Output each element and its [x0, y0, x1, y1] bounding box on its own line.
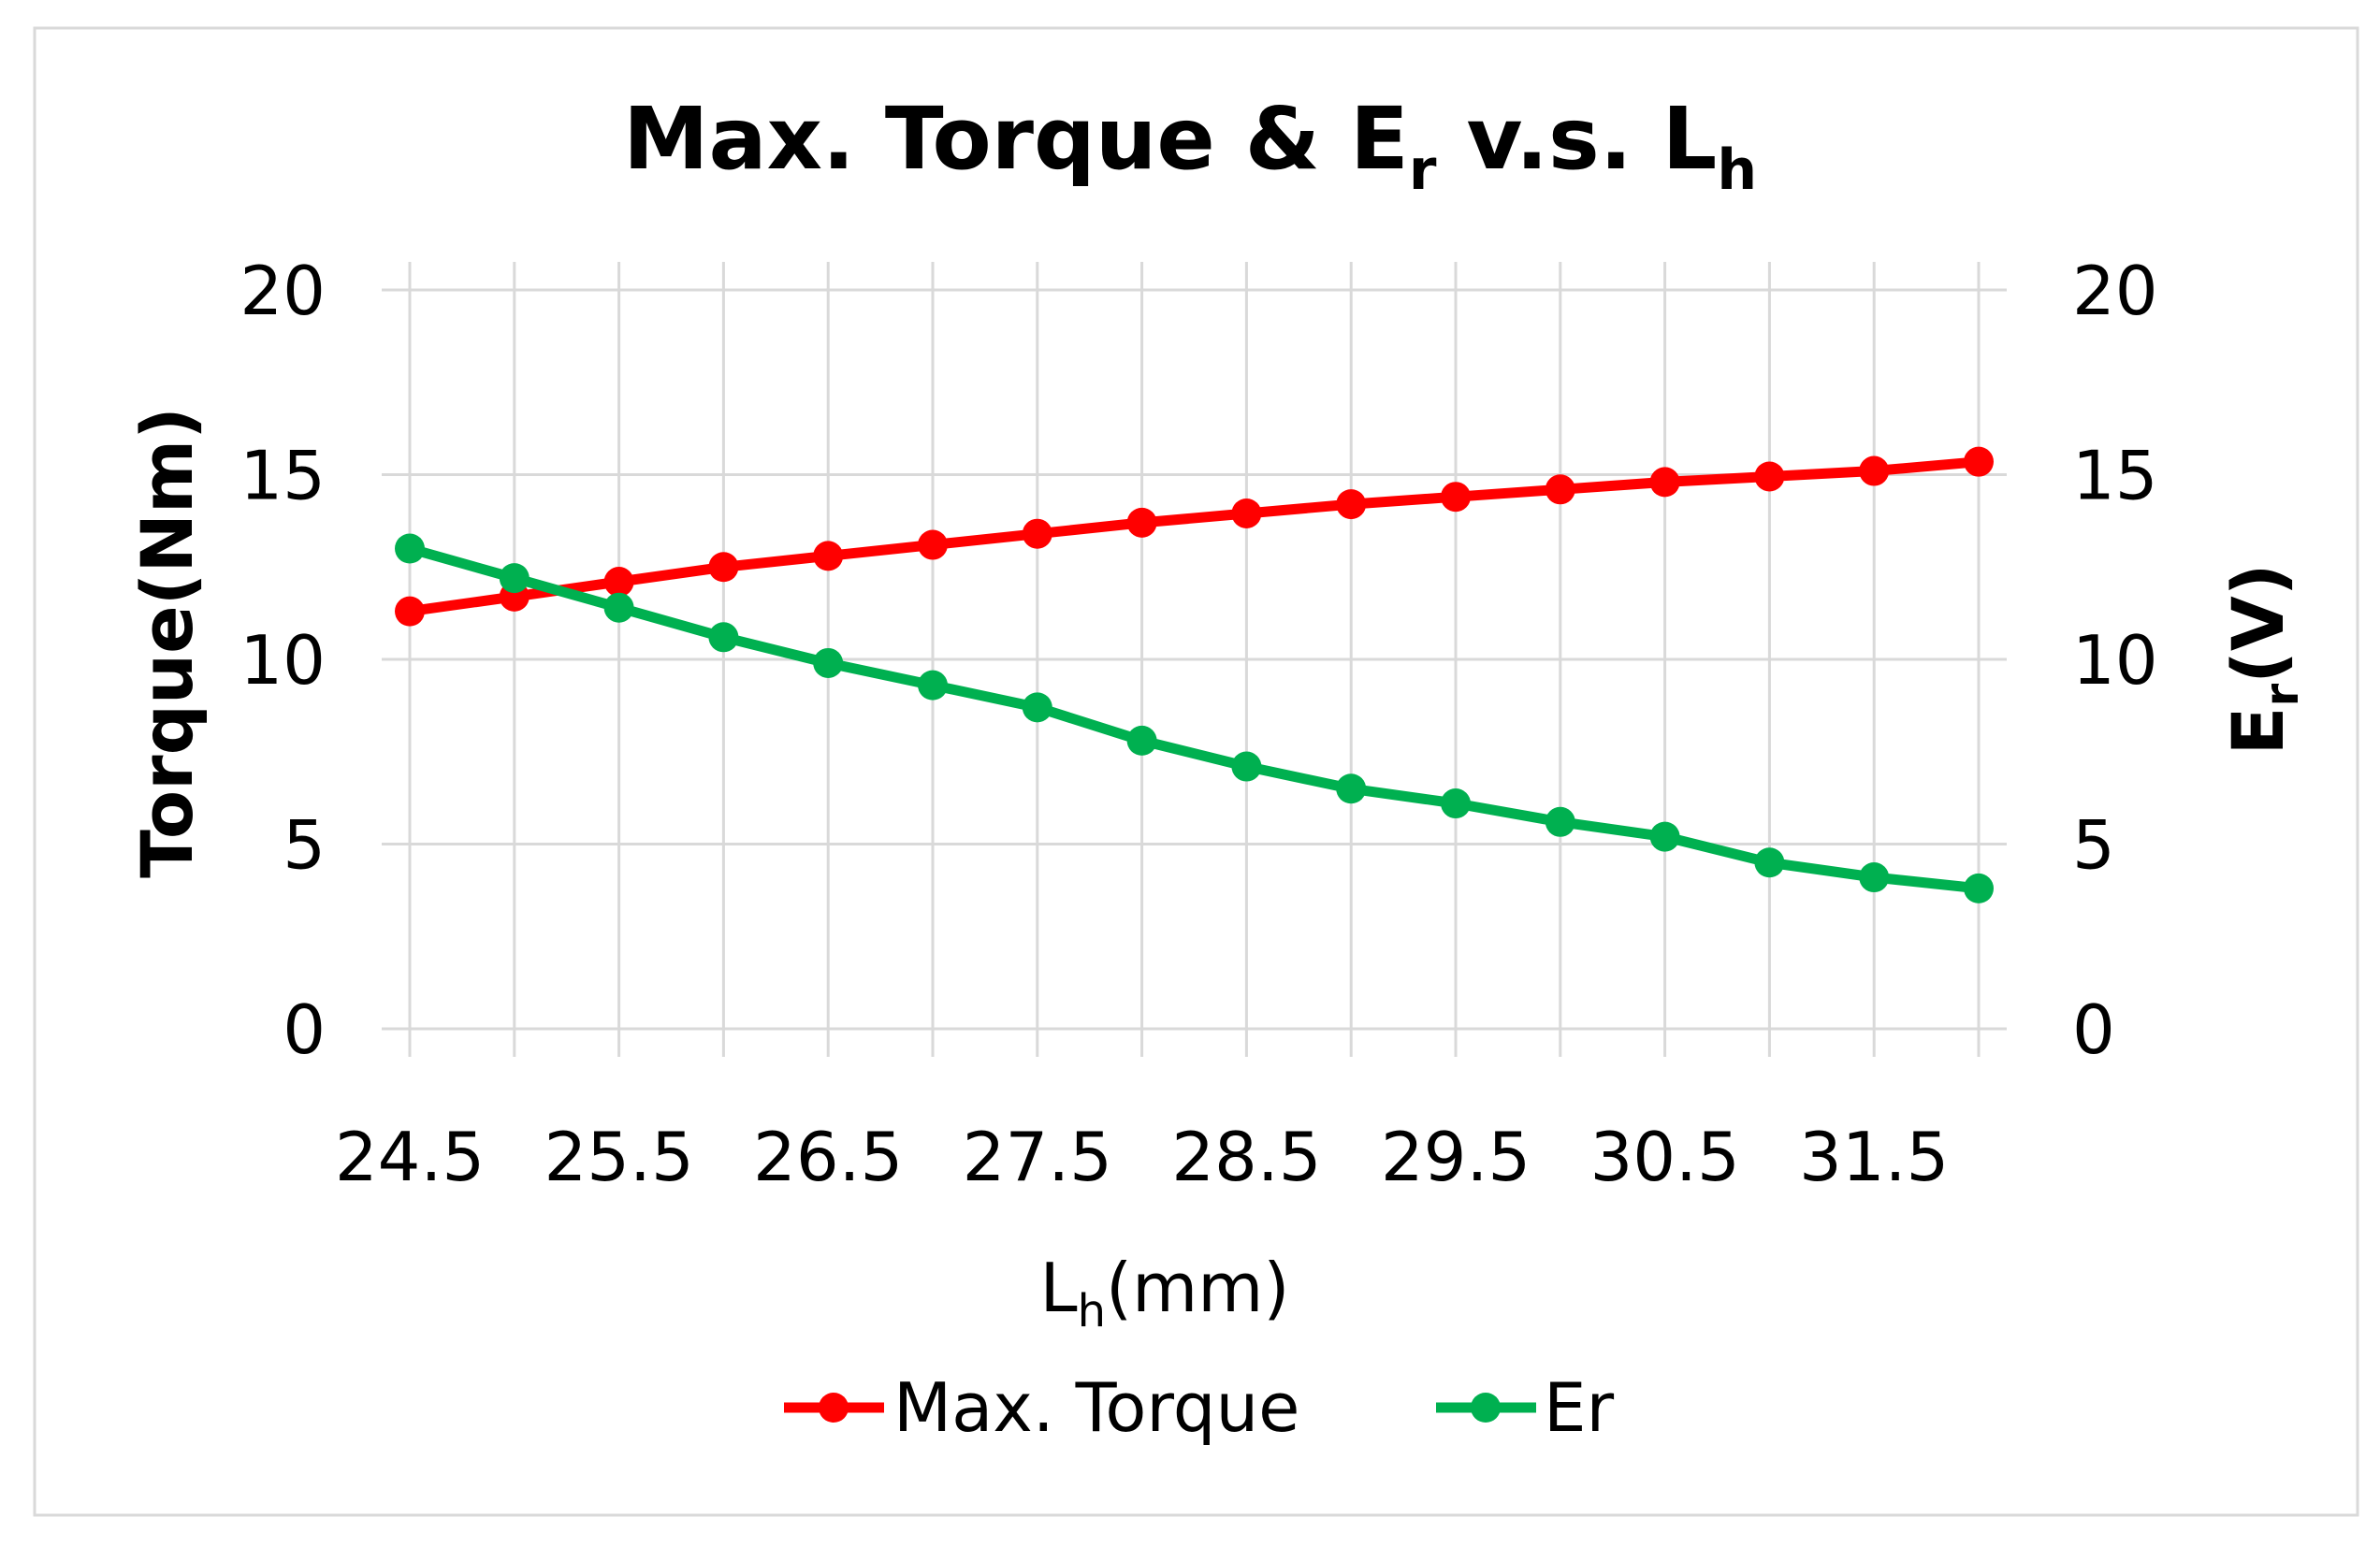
x-tick-label: 26.5	[753, 1118, 903, 1196]
data-point-er	[1231, 751, 1262, 782]
legend-label-max-torque: Max. Torque	[893, 1368, 1299, 1447]
title-sub: r	[1409, 137, 1437, 203]
y2-axis-label: Er(V)	[2216, 564, 2309, 756]
data-point-er	[1022, 692, 1052, 723]
data-point-max-torque	[603, 567, 634, 598]
x-tick-label: 30.5	[1589, 1118, 1739, 1196]
y-tick-label: 10	[239, 621, 326, 700]
x-label-sub: h	[1078, 1285, 1106, 1337]
data-point-er	[1545, 806, 1575, 837]
y-tick-label: 20	[239, 252, 326, 330]
data-point-er	[918, 670, 948, 701]
x-label-main: L	[1040, 1249, 1078, 1327]
series	[395, 446, 1994, 903]
x-tick-label: 24.5	[335, 1118, 485, 1196]
data-point-er	[1649, 821, 1680, 852]
x-tick-label: 27.5	[963, 1118, 1112, 1196]
data-point-er	[1754, 847, 1785, 878]
data-point-er	[1441, 788, 1471, 819]
data-point-max-torque	[395, 596, 425, 627]
y2-tick-label: 5	[2072, 806, 2115, 885]
x-tick-label: 28.5	[1171, 1118, 1321, 1196]
legend-label-er: Er	[1544, 1368, 1614, 1447]
title-sub2: h	[1717, 137, 1757, 203]
data-point-er	[813, 647, 844, 678]
x-tick-label: 29.5	[1381, 1118, 1531, 1196]
axes: 0 5 10 15 20 0 5 10 15 20 24.5 25.5 26.5 27.5 28.5 29.5…	[239, 252, 2157, 1196]
series-line-max-torque	[404, 456, 1984, 617]
data-point-max-torque	[918, 529, 948, 560]
y2-label-main: E	[2216, 707, 2300, 756]
y2-tick-label: 20	[2072, 252, 2158, 330]
data-point-max-torque	[1231, 498, 1262, 528]
x-axis-label: Lh(mm)	[1040, 1249, 1290, 1337]
y-tick-label: 0	[283, 990, 326, 1069]
x-tick-label: 25.5	[544, 1118, 693, 1196]
series-line-er	[404, 543, 1984, 894]
data-point-er	[499, 563, 530, 594]
data-point-max-torque	[1022, 518, 1052, 549]
legend-marker-max-torque	[819, 1393, 849, 1423]
data-point-max-torque	[1649, 467, 1680, 498]
data-point-er	[1336, 773, 1367, 804]
data-point-max-torque	[1126, 507, 1157, 538]
legend-item-max-torque: Max. Torque	[784, 1368, 1299, 1447]
y-tick-label: 5	[283, 806, 326, 885]
data-point-er	[1964, 873, 1994, 903]
y2-label-tail: (V)	[2216, 564, 2300, 684]
data-point-max-torque	[1754, 461, 1785, 492]
data-point-max-torque	[1859, 455, 1890, 486]
data-point-er	[395, 533, 425, 564]
y-tick-label: 15	[239, 437, 326, 515]
data-point-er	[708, 622, 739, 653]
title-mid: v.s. L	[1437, 89, 1718, 189]
x-tick-label: 31.5	[1799, 1118, 1949, 1196]
data-point-max-torque	[813, 541, 844, 571]
data-point-er	[1859, 862, 1890, 893]
y-axis-label: Torque(Nm)	[125, 407, 209, 878]
y2-tick-label: 10	[2072, 621, 2158, 700]
chart-border	[33, 26, 2359, 1517]
legend-item-er: Er	[1436, 1368, 1614, 1447]
x-label-tail: (mm)	[1106, 1249, 1289, 1327]
data-point-er	[1126, 725, 1157, 756]
y2-tick-label: 15	[2072, 437, 2158, 515]
legend-marker-er	[1471, 1393, 1501, 1423]
data-point-max-torque	[1441, 482, 1471, 513]
data-point-max-torque	[1964, 446, 1994, 477]
data-point-max-torque	[1336, 489, 1367, 520]
y2-label-sub: r	[2255, 684, 2309, 707]
y2-tick-label: 0	[2072, 990, 2115, 1069]
data-point-max-torque	[708, 552, 739, 583]
title-main: Max. Torque & E	[623, 89, 1409, 189]
legend: Max. Torque Er	[784, 1368, 1614, 1447]
data-point-max-torque	[1545, 474, 1575, 505]
data-point-er	[603, 592, 634, 623]
chart-title: Max. Torque & Er v.s. Lh	[623, 89, 1757, 203]
